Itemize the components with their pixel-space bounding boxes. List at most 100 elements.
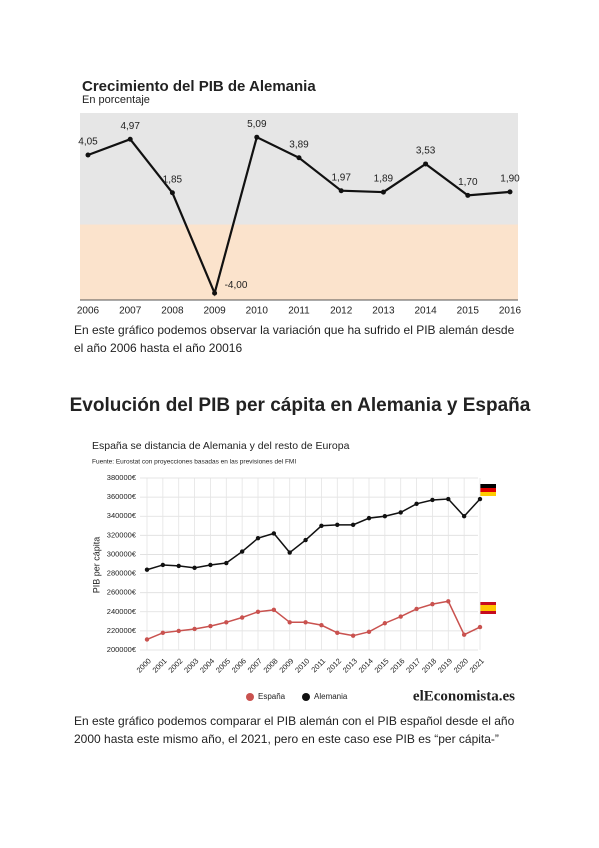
- y-tick-label: 340000€: [107, 511, 137, 520]
- flag-spain: [480, 602, 496, 614]
- point: [239, 549, 245, 554]
- value-label: 1,70: [458, 177, 478, 188]
- point: [382, 514, 388, 519]
- point: [446, 599, 451, 604]
- x-tick-label: 2014: [414, 306, 437, 317]
- x-tick-label: 2013: [372, 306, 395, 317]
- legend-label: Alemania: [314, 692, 348, 701]
- value-label: 5,09: [247, 119, 267, 130]
- point: [319, 523, 324, 528]
- point: [366, 515, 372, 521]
- x-tick-label: 2015: [457, 306, 480, 317]
- point: [461, 632, 467, 637]
- point: [239, 615, 245, 620]
- point: [287, 620, 292, 625]
- point: [414, 501, 419, 506]
- line: [146, 600, 481, 641]
- y-axis-label: PIB per cápita: [91, 537, 101, 594]
- point: [366, 629, 372, 635]
- point: [255, 536, 261, 541]
- y-tick-label: 280000€: [107, 569, 137, 578]
- negative-band: [80, 224, 518, 300]
- x-tick-label: 2011: [288, 306, 310, 317]
- value-label: -4,00: [225, 280, 248, 291]
- y-tick-label: 200000€: [107, 645, 137, 654]
- point: [192, 626, 197, 632]
- positive-band: [80, 113, 518, 225]
- point: [160, 630, 166, 635]
- point: [144, 567, 150, 572]
- x-tick-label: 2006: [77, 306, 100, 317]
- point: [461, 514, 467, 519]
- line: [146, 498, 481, 571]
- paragraph-line: En este gráfico podemos observar la vari…: [74, 323, 515, 337]
- paragraph-line: el año 2006 hasta el año 20016: [74, 341, 242, 355]
- chart-source: Fuente: Eurostat con proyecciones basada…: [92, 459, 296, 466]
- point: [271, 607, 277, 613]
- x-tick-label: 2010: [246, 306, 269, 317]
- point: [303, 620, 308, 625]
- value-label: 1,97: [331, 172, 351, 183]
- paragraph-line: 2000 hasta este mismo año, el 2021, pero…: [74, 732, 499, 746]
- chart-subtitle: En porcentaje: [82, 94, 150, 106]
- point: [446, 496, 451, 502]
- point: [271, 531, 277, 536]
- point: [176, 563, 181, 569]
- legend-swatch: [302, 693, 310, 701]
- point: [350, 522, 356, 528]
- point: [192, 565, 197, 571]
- point: [169, 190, 175, 196]
- y-tick-label: 240000€: [107, 607, 137, 616]
- point: [477, 624, 483, 630]
- value-label: 4,97: [120, 121, 140, 132]
- point: [477, 496, 483, 502]
- value-label: 3,53: [416, 146, 436, 157]
- point: [350, 633, 356, 638]
- point: [255, 609, 261, 614]
- legend-label: España: [258, 692, 286, 701]
- point: [335, 522, 340, 528]
- point: [398, 510, 403, 515]
- point: [398, 614, 403, 619]
- point: [224, 560, 229, 566]
- x-tick-label: 2012: [330, 306, 353, 317]
- point: [335, 630, 340, 635]
- point: [160, 562, 166, 568]
- y-tick-label: 300000€: [107, 549, 137, 558]
- point: [176, 628, 181, 634]
- value-label: 4,05: [78, 137, 98, 148]
- value-label: 1,89: [374, 174, 394, 185]
- point: [507, 189, 513, 195]
- point: [208, 562, 213, 568]
- chart-title: Crecimiento del PIB de Alemania: [82, 78, 316, 95]
- point: [296, 155, 302, 161]
- flag-germany: [480, 484, 496, 496]
- point: [338, 188, 344, 194]
- y-tick-label: 360000€: [107, 492, 137, 501]
- x-tick-label: 2008: [161, 306, 184, 317]
- point: [127, 136, 133, 142]
- x-tick-label: 2007: [119, 306, 142, 317]
- point: [423, 161, 429, 167]
- point: [208, 623, 213, 629]
- point: [254, 134, 260, 140]
- point: [430, 601, 435, 607]
- brand: elEconomista.es: [413, 688, 515, 704]
- paragraph-line: En este gráfico podemos comparar el PIB …: [74, 714, 515, 728]
- point: [430, 497, 435, 503]
- point: [380, 189, 386, 195]
- value-label: 1,85: [163, 174, 183, 185]
- point: [144, 637, 150, 642]
- chart-title: Evolución del PIB per cápita en Alemania…: [70, 395, 531, 416]
- point: [465, 192, 471, 198]
- y-tick-label: 320000€: [107, 530, 137, 539]
- point: [287, 550, 292, 555]
- point: [224, 620, 229, 625]
- point: [85, 152, 91, 158]
- y-tick-label: 380000€: [107, 473, 137, 482]
- value-label: 1,90: [500, 174, 520, 185]
- point: [319, 622, 324, 628]
- point: [303, 537, 308, 543]
- legend-swatch: [246, 693, 254, 701]
